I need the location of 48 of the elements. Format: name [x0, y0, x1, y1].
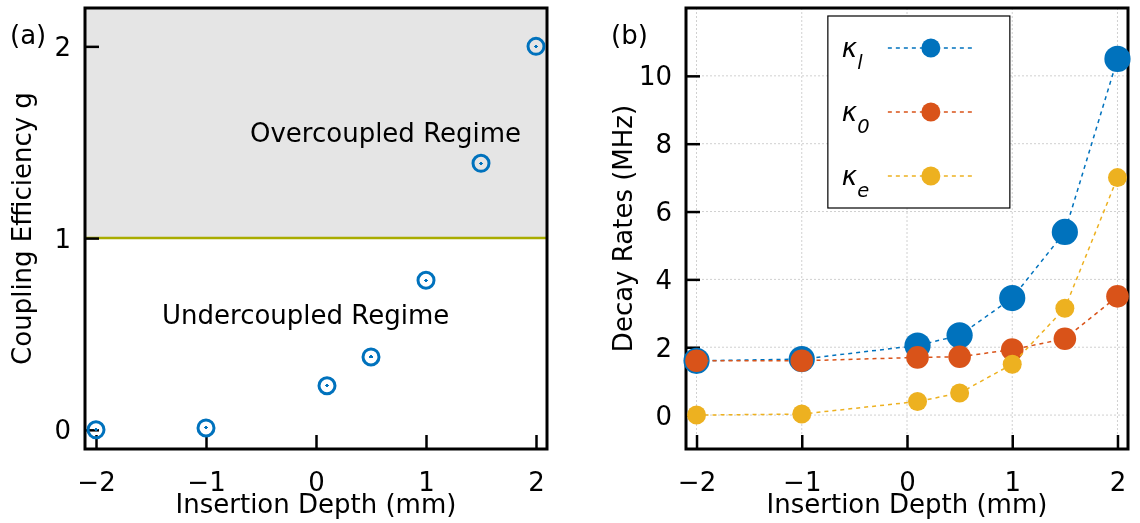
point	[687, 405, 707, 425]
point	[526, 36, 546, 56]
point	[1104, 45, 1131, 72]
point	[792, 404, 812, 424]
x-tick-label: 2	[1109, 467, 1127, 498]
point	[86, 420, 106, 440]
point	[317, 376, 337, 396]
y-tick-label: 10	[638, 61, 672, 92]
point	[948, 345, 971, 369]
point	[999, 284, 1026, 312]
point	[908, 392, 928, 412]
point	[1051, 218, 1078, 245]
annotation: Overcoupled Regime	[250, 118, 522, 149]
y-tick-label: 2	[54, 31, 71, 62]
y-tick-label: 2	[655, 332, 672, 363]
y-tick-label: 6	[655, 197, 672, 228]
legend-label: κ$_{0}$	[841, 97, 870, 138]
x-tick-label: −2	[677, 467, 717, 498]
point	[1107, 168, 1127, 188]
point	[906, 346, 929, 369]
text: (a)	[10, 20, 47, 50]
annotation: Undercoupled Regime	[162, 300, 450, 331]
point	[1002, 354, 1022, 374]
y-tick-label: 4	[655, 264, 672, 295]
x-tick-label: −1	[187, 467, 226, 498]
point	[416, 270, 436, 290]
x-tick-label: −1	[783, 467, 822, 498]
x-tick-label: 1	[1004, 467, 1022, 498]
y-tick-label: 8	[655, 129, 672, 160]
legend-label: κ$_{l}$	[841, 33, 864, 74]
point	[1053, 327, 1077, 351]
point	[196, 418, 216, 438]
point	[950, 383, 970, 403]
x-tick-label: 1	[418, 467, 435, 498]
y-axis-title: Decay Rates (MHz)	[608, 104, 638, 353]
text: (b)	[611, 20, 648, 50]
point	[1106, 285, 1129, 308]
x-tick-label: −2	[77, 467, 116, 498]
x-tick-label: 2	[528, 467, 545, 498]
y-tick-label: 0	[655, 400, 672, 431]
point	[361, 347, 381, 367]
point	[471, 153, 491, 173]
point	[1055, 298, 1075, 318]
y-tick-label: 0	[54, 415, 71, 446]
y-tick-label: 1	[54, 223, 71, 254]
legend-label: κ$_{e}$	[841, 161, 870, 202]
point	[946, 322, 973, 349]
y-axis-title: Coupling Efficiency g	[7, 92, 37, 365]
